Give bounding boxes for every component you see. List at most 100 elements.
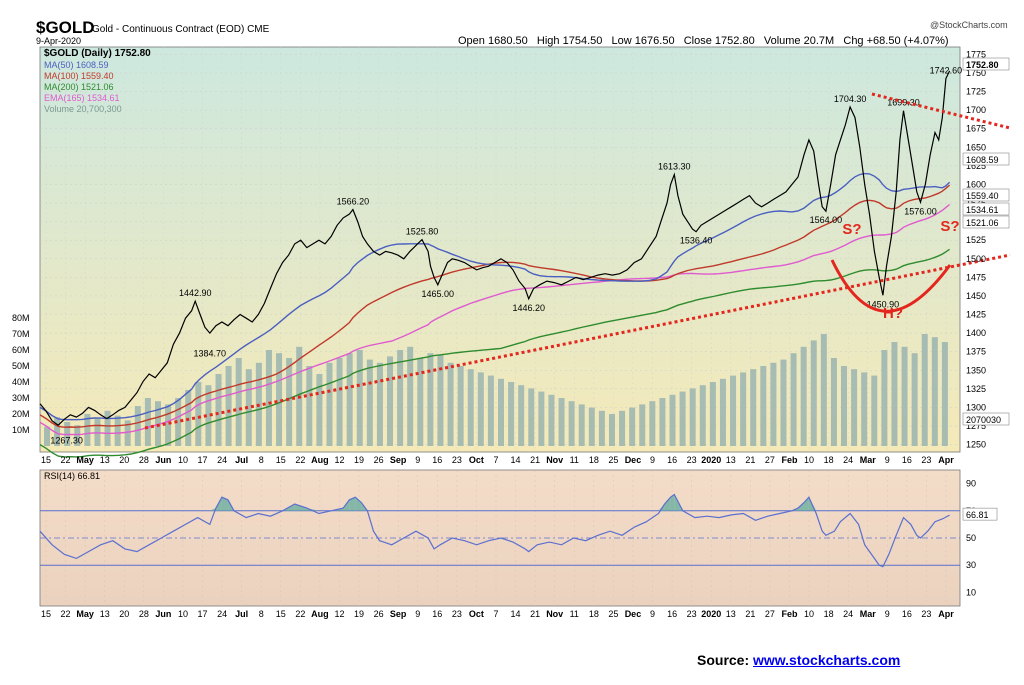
- rsi-x-tick-label: 21: [530, 609, 540, 619]
- right-value-tag: 1521.06: [962, 215, 1010, 229]
- volume-bar: [165, 404, 172, 446]
- legend-rsi: RSI(14) 66.81: [44, 471, 101, 481]
- rsi-x-tick-label: 15: [41, 609, 51, 619]
- x-tick-label: 18: [824, 455, 834, 465]
- x-tick-label: Apr: [938, 455, 954, 465]
- legend-volume: Volume 20,700,300: [44, 104, 122, 114]
- volume-bar: [195, 382, 202, 446]
- x-tick-label: 9: [650, 455, 655, 465]
- source-link[interactable]: www.stockcharts.com: [753, 652, 901, 668]
- volume-bar: [447, 362, 454, 446]
- volume-bar: [659, 398, 666, 446]
- x-tick-label: 13: [100, 455, 110, 465]
- right-value-box: [962, 57, 1010, 71]
- volume-bar: [154, 401, 161, 446]
- rsi-layer: [39, 493, 960, 568]
- volume-bar: [205, 385, 212, 446]
- rsi-x-tick-label: Oct: [469, 609, 484, 619]
- right-value-box: [962, 412, 1010, 426]
- volume-bar: [336, 358, 343, 446]
- price-tick-label: 1600: [966, 179, 986, 189]
- volume-tick-label: 70M: [12, 329, 30, 339]
- right-value-text: 1534.61: [966, 205, 999, 215]
- volume-tick-label: 40M: [12, 377, 30, 387]
- right-value-box: [962, 188, 1010, 202]
- price-value-label: 1704.30: [834, 94, 867, 104]
- chart-title: $GOLD: [36, 18, 95, 37]
- volume-bar: [588, 407, 595, 446]
- volume-bar: [790, 353, 797, 446]
- ma100-line: [39, 184, 951, 428]
- rsi-overbought-fill: [294, 504, 307, 511]
- rsi-x-tick-label: Mar: [860, 609, 877, 619]
- price-tick-label: 1775: [966, 49, 986, 59]
- volume-bar: [820, 334, 827, 446]
- rsi-x-tick-label: Dec: [625, 609, 642, 619]
- volume-bar: [911, 353, 918, 446]
- volume-bar: [498, 378, 504, 446]
- rsi-value-tag: 66.81: [962, 507, 998, 521]
- volume-bar: [215, 374, 222, 446]
- volume-bar: [104, 410, 111, 446]
- rsi-x-tick-label: 8: [259, 609, 264, 619]
- ema165-line: [39, 203, 951, 436]
- rsi-x-tick-label: 14: [511, 609, 521, 619]
- volume-tick-label: 60M: [12, 345, 30, 355]
- volume-bar: [144, 398, 151, 446]
- volume-bar: [548, 394, 555, 446]
- rsi-x-tick-label: Apr: [938, 609, 954, 619]
- rsi-overbought-fill: [355, 497, 362, 511]
- price-value-label: 1576.00: [904, 206, 937, 216]
- right-value-tag: 1559.40: [962, 188, 1010, 202]
- x-tick-label: 23: [452, 455, 462, 465]
- volume-bar: [417, 358, 424, 446]
- price-value-label: 1465.00: [422, 289, 455, 299]
- volume-bar: [508, 382, 515, 446]
- price-value-label: 1267.30: [50, 436, 83, 446]
- rsi-line: [39, 493, 950, 568]
- volume-bar: [487, 375, 494, 446]
- volume-bar: [245, 369, 252, 446]
- volume-bar: [669, 394, 676, 446]
- volume-bar: [175, 398, 182, 446]
- volume-bar: [407, 346, 414, 446]
- x-tick-label: 21: [745, 455, 755, 465]
- volume-bar: [709, 382, 716, 446]
- rsi-overbought-fill: [209, 508, 216, 511]
- x-tick-label: 14: [511, 455, 521, 465]
- price-value-label: 1450.90: [867, 299, 900, 309]
- x-tick-label: Aug: [311, 455, 329, 465]
- rsi-x-tick-label: 28: [139, 609, 149, 619]
- rsi-overbought-fill: [221, 497, 228, 511]
- x-tick-label: 17: [198, 455, 208, 465]
- price-tick-label: 1350: [966, 365, 986, 375]
- rsi-x-tick-label: Jul: [235, 609, 248, 619]
- volume-bar: [366, 359, 373, 446]
- price-tick-label: 1500: [966, 254, 986, 264]
- x-tick-label: 16: [432, 455, 442, 465]
- volume-bar: [306, 366, 313, 446]
- x-tick-label: 9: [415, 455, 420, 465]
- legend-ma50: MA(50) 1608.59: [44, 60, 109, 70]
- volume-tick-label: 30M: [12, 393, 30, 403]
- rsi-x-tick-label: Feb: [781, 609, 798, 619]
- volume-bar: [881, 350, 888, 446]
- x-tick-label: 20: [119, 455, 129, 465]
- volume-bar: [235, 358, 242, 446]
- right-value-text: 1608.59: [966, 155, 999, 165]
- volume-tick-label: 80M: [12, 313, 30, 323]
- price-value-label: 1442.90: [179, 288, 212, 298]
- rsi-x-tick-label: 11: [570, 609, 579, 619]
- legend-price: $GOLD (Daily) 1752.80: [44, 48, 151, 59]
- volume-bar: [568, 401, 575, 446]
- ohlc-readout: Open 1680.50 High 1754.50 Low 1676.50 Cl…: [458, 35, 949, 47]
- pattern-label: S?: [842, 221, 861, 238]
- right-value-tag: 1752.80: [962, 57, 1010, 71]
- rsi-x-tick-label: 16: [432, 609, 442, 619]
- rsi-x-tick-label: 24: [217, 609, 227, 619]
- x-tick-label: 15: [41, 455, 51, 465]
- volume-bar: [750, 369, 757, 446]
- x-tick-label: 12: [334, 455, 344, 465]
- volume-bar: [134, 406, 141, 446]
